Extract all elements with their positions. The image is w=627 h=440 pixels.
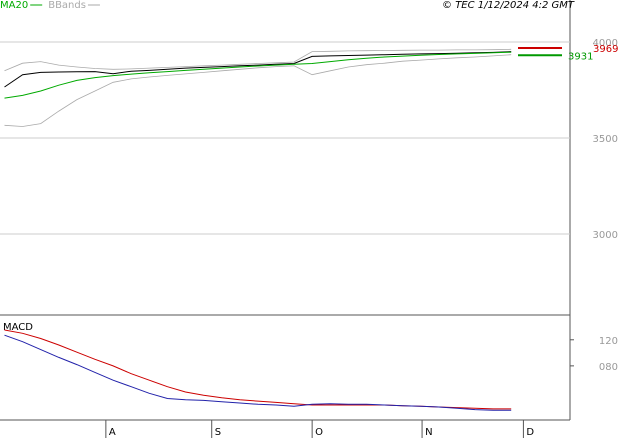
y-tick-label: 080 xyxy=(599,362,618,373)
series-line xyxy=(4,329,512,410)
band-lower xyxy=(4,54,512,127)
x-tick-label: A xyxy=(109,427,116,438)
y-tick-label: 3500 xyxy=(593,134,618,145)
chart-title: © TEC 1/12/2024 4:2 GMT xyxy=(442,0,575,11)
y-tick-label: 120 xyxy=(599,336,618,347)
series-line xyxy=(4,334,512,411)
panel-title: MACD xyxy=(3,322,33,333)
last-value-label: 3969 xyxy=(593,44,618,55)
x-tick-label: N xyxy=(425,427,432,438)
series-line xyxy=(4,51,512,99)
x-tick-label: O xyxy=(315,427,323,438)
x-tick-label: D xyxy=(526,427,534,438)
series-line xyxy=(4,51,512,88)
y-tick-label: 3000 xyxy=(593,230,618,241)
legend-label: BBands xyxy=(48,0,86,11)
x-tick-label: S xyxy=(215,427,221,438)
last-value-label: 3931 xyxy=(568,51,593,62)
y-tick-label: 4000 xyxy=(593,38,618,49)
band-upper xyxy=(4,48,512,72)
legend-label: MA20 xyxy=(0,0,28,11)
